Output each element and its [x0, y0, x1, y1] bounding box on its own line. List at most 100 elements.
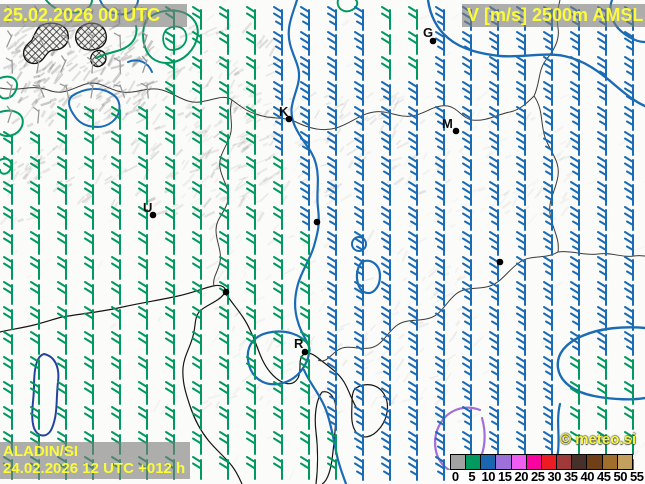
- legend-color-box: [495, 454, 512, 470]
- city-marker: [222, 288, 230, 296]
- legend-value: 0: [451, 469, 459, 484]
- wind-barb: [273, 206, 283, 230]
- wind-barb: [273, 406, 283, 430]
- wind-barb: [300, 431, 310, 455]
- wind-barb: [354, 356, 364, 381]
- wind-barb: [219, 331, 229, 355]
- wind-barb: [354, 281, 364, 306]
- wind-barb: [327, 106, 337, 131]
- wind-barb: [30, 281, 40, 305]
- wind-barb: [192, 381, 202, 405]
- wind-barb: [300, 156, 310, 181]
- wind-barb: [57, 356, 67, 380]
- wind-barb: [543, 81, 553, 106]
- wind-barb: [570, 131, 580, 156]
- wind-barb: [84, 181, 94, 205]
- wind-barb: [3, 331, 13, 355]
- wind-barb: [30, 331, 40, 355]
- wind-barb: [273, 331, 283, 355]
- wind-barb: [219, 156, 229, 180]
- wind-barb: [462, 106, 472, 131]
- wind-barb: [570, 106, 580, 131]
- wind-barb: [33, 56, 40, 74]
- wind-barb: [273, 81, 283, 106]
- wind-barb: [246, 306, 256, 330]
- wind-barb: [3, 256, 13, 280]
- wind-barb: [84, 356, 94, 380]
- wind-barb: [516, 81, 526, 106]
- wind-barb: [246, 331, 256, 355]
- wind-barb: [192, 56, 202, 80]
- wind-barb: [597, 181, 607, 206]
- wind-barb: [381, 356, 391, 381]
- wind-barb: [597, 306, 607, 331]
- wind-barbs-layer: [3, 5, 634, 481]
- wind-barb: [570, 331, 580, 356]
- wind-barb: [192, 331, 202, 355]
- legend-color-box: [465, 454, 482, 470]
- wind-barb: [381, 81, 391, 106]
- wind-barb: [516, 131, 526, 156]
- wind-barb: [57, 156, 67, 180]
- wind-barb: [57, 231, 67, 255]
- wind-barb: [624, 156, 634, 181]
- wind-barb: [354, 131, 364, 156]
- wind-barb: [165, 406, 175, 430]
- wind-barb: [3, 156, 13, 180]
- wind-barb: [597, 156, 607, 181]
- wind-barb: [408, 281, 418, 306]
- wind-barb: [408, 56, 418, 80]
- wind-barb: [354, 306, 364, 331]
- wind-barb: [381, 281, 391, 306]
- wind-barb: [111, 256, 121, 280]
- wind-barb: [570, 406, 580, 430]
- wind-barb: [84, 306, 94, 330]
- wind-barb: [327, 256, 337, 281]
- wind-barb: [165, 56, 175, 80]
- wind-barb: [111, 231, 121, 255]
- wind-barb: [489, 181, 499, 206]
- wind-barb: [462, 406, 472, 431]
- wind-barb: [3, 356, 13, 380]
- wind-barb: [192, 106, 202, 130]
- wind-barb: [219, 356, 229, 380]
- wind-barb: [138, 331, 148, 355]
- wind-barb: [624, 231, 634, 256]
- wind-barb: [516, 406, 526, 431]
- wind-barb: [300, 6, 310, 31]
- wind-barb: [219, 431, 229, 455]
- wind-barb: [246, 156, 256, 180]
- wind-barb: [462, 281, 472, 306]
- wind-barb: [543, 406, 553, 431]
- wind-barb: [516, 431, 526, 456]
- wind-barb: [354, 431, 364, 456]
- city-label: K: [279, 104, 289, 119]
- wind-barb: [111, 406, 121, 430]
- wind-barb: [354, 456, 364, 481]
- wind-barb: [300, 381, 310, 405]
- wind-barb: [192, 206, 202, 230]
- legend-color-box: [571, 454, 588, 470]
- wind-barb: [408, 106, 418, 131]
- wind-barb: [6, 81, 13, 99]
- wind-barb: [543, 381, 553, 406]
- wind-barb: [111, 181, 121, 205]
- wind-barb: [273, 56, 283, 81]
- wind-barb: [192, 356, 202, 380]
- wind-barb: [624, 131, 634, 156]
- wind-barb: [408, 231, 418, 256]
- wind-barb: [246, 81, 256, 105]
- wind-barb: [300, 131, 310, 156]
- wind-barb: [30, 231, 40, 255]
- wind-barb: [327, 456, 337, 480]
- wind-barb: [327, 81, 337, 106]
- wind-barb: [32, 84, 45, 98]
- wind-barb: [59, 34, 71, 48]
- wind-barb: [570, 56, 580, 81]
- wind-barb: [192, 156, 202, 180]
- wind-barb: [57, 131, 67, 155]
- wind-barb: [408, 381, 418, 406]
- wind-barb: [165, 281, 175, 305]
- wind-barb: [489, 381, 499, 406]
